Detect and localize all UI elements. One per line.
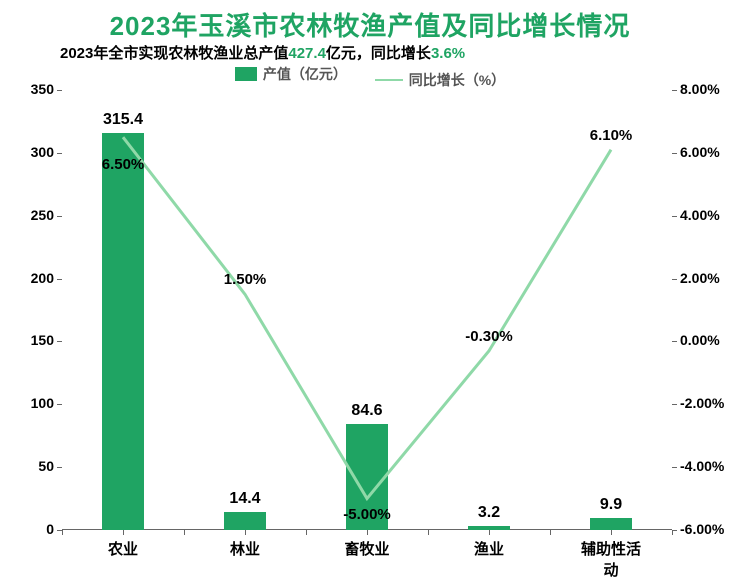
y-left-tick-label: 100	[6, 395, 54, 411]
y-right-tick-label: -6.00%	[680, 521, 724, 537]
legend-line-label: 同比增长（%）	[409, 70, 505, 90]
y-right-tick-label: 0.00%	[680, 332, 720, 348]
y-left-tick-label: 350	[6, 81, 54, 97]
y-right-tick-label: -4.00%	[680, 458, 724, 474]
subtitle-value-2: 3.6%	[431, 45, 465, 62]
x-tick	[184, 530, 185, 535]
x-tick-label: 渔业	[474, 538, 504, 559]
line-value-label: 6.10%	[590, 127, 633, 144]
x-tick-label: 农业	[108, 538, 138, 559]
y-right-tick	[672, 341, 677, 342]
subtitle-prefix: 2023年全市实现农林牧渔业总产值	[60, 45, 288, 62]
y-right-tick	[672, 153, 677, 154]
y-right-tick	[672, 90, 677, 91]
line-value-label: -5.00%	[343, 506, 391, 523]
y-left-tick-label: 150	[6, 332, 54, 348]
y-right-tick-label: -2.00%	[680, 395, 724, 411]
x-tick-label: 辅助性活动	[581, 538, 642, 580]
subtitle-mid: 亿元，同比增长	[326, 45, 431, 62]
y-right-tick-label: 6.00%	[680, 144, 720, 160]
legend-item-bar: 产值（亿元）	[235, 64, 347, 84]
y-right-tick	[672, 404, 677, 405]
x-tick	[245, 530, 246, 535]
y-right-tick	[672, 279, 677, 280]
x-tick	[306, 530, 307, 535]
y-right-tick-label: 2.00%	[680, 270, 720, 286]
x-tick	[62, 530, 63, 535]
x-tick	[550, 530, 551, 535]
plot-area: 050100150200250300350-6.00%-4.00%-2.00%0…	[62, 90, 672, 530]
x-tick	[672, 530, 673, 535]
line-swatch-icon	[375, 79, 403, 81]
line-value-label: -0.30%	[465, 328, 513, 345]
chart-title: 2023年玉溪市农林牧渔产值及同比增长情况	[0, 6, 740, 43]
x-tick	[611, 530, 612, 535]
x-tick	[367, 530, 368, 535]
bar-swatch-icon	[235, 67, 257, 81]
line-value-label: 1.50%	[224, 271, 267, 288]
x-tick	[123, 530, 124, 535]
y-right-tick	[672, 467, 677, 468]
x-tick	[428, 530, 429, 535]
x-tick	[489, 530, 490, 535]
chart-legend: 产值（亿元） 同比增长（%）	[0, 64, 740, 90]
x-tick-label: 畜牧业	[344, 538, 389, 559]
y-left-tick-label: 250	[6, 207, 54, 223]
y-right-tick	[672, 216, 677, 217]
legend-bar-label: 产值（亿元）	[263, 64, 347, 84]
y-right-tick-label: 8.00%	[680, 81, 720, 97]
chart-subtitle: 2023年全市实现农林牧渔业总产值427.4亿元，同比增长3.6%	[60, 42, 465, 63]
y-left-tick-label: 300	[6, 144, 54, 160]
growth-line	[62, 90, 672, 530]
y-left-tick-label: 0	[6, 521, 54, 537]
y-left-tick-label: 200	[6, 270, 54, 286]
y-left-tick-label: 50	[6, 458, 54, 474]
y-right-tick-label: 4.00%	[680, 207, 720, 223]
line-value-label: 6.50%	[102, 156, 145, 173]
subtitle-value-1: 427.4	[288, 45, 326, 62]
legend-item-line: 同比增长（%）	[375, 70, 505, 90]
x-tick-label: 林业	[230, 538, 260, 559]
